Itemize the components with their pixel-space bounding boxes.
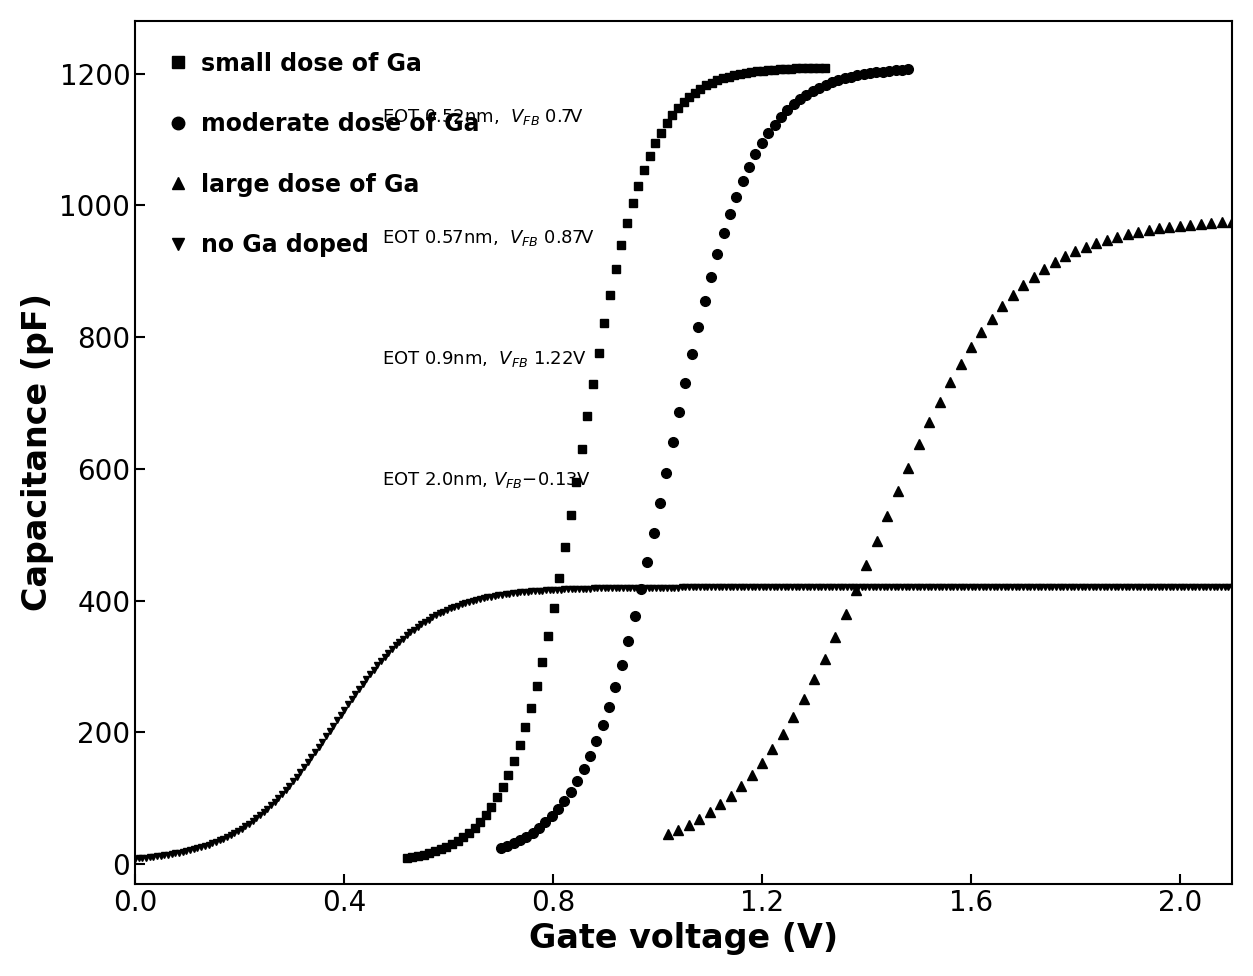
Y-axis label: Capacitance (pF): Capacitance (pF) [21,294,54,611]
Legend: small dose of Ga, moderate dose of Ga, large dose of Ga, no Ga doped: small dose of Ga, moderate dose of Ga, l… [147,32,499,276]
X-axis label: Gate voltage (V): Gate voltage (V) [529,922,838,956]
Text: EOT 0.57nm,  $V_{FB}$ 0.87V: EOT 0.57nm, $V_{FB}$ 0.87V [382,228,594,248]
Text: EOT 0.52nm,  $V_{FB}$ 0.7V: EOT 0.52nm, $V_{FB}$ 0.7V [382,107,583,127]
Text: EOT 2.0nm, $V_{FB}$−0.13V: EOT 2.0nm, $V_{FB}$−0.13V [382,469,591,490]
Text: EOT 0.9nm,  $V_{FB}$ 1.22V: EOT 0.9nm, $V_{FB}$ 1.22V [382,348,586,369]
